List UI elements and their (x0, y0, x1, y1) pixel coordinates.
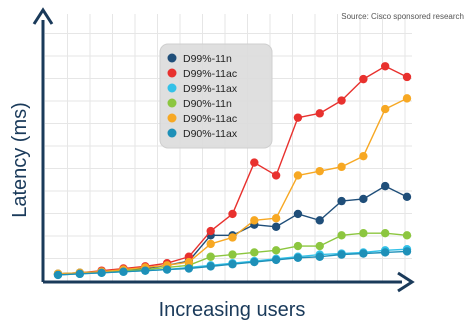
data-point-d99-11ac (250, 158, 259, 167)
data-point-d99-11ac (402, 72, 412, 82)
data-point-d90-11n (315, 241, 324, 251)
data-point-d99-11n (315, 216, 324, 225)
legend-label: D99%-11n (183, 53, 232, 65)
data-point-d99-11n (380, 181, 390, 191)
legend-marker (167, 113, 177, 123)
data-point-d90-11ax (271, 255, 281, 265)
series-d99-11ac (53, 62, 412, 279)
data-point-d90-11n (402, 231, 412, 240)
legend-marker (167, 68, 177, 78)
data-point-d90-11ax (315, 252, 324, 261)
y-axis-title: Latency (ms) (9, 102, 31, 218)
data-point-d90-11ax (206, 262, 215, 271)
data-point-d99-11ac (293, 113, 303, 122)
data-point-d90-11ax (184, 264, 194, 273)
data-point-d99-11ac (380, 62, 390, 71)
data-point-d90-11ac (337, 162, 346, 172)
data-point-d90-11ax (337, 250, 346, 259)
y-axis-arrow (32, 7, 54, 25)
data-point-d90-11ax (97, 268, 106, 277)
x-axis-arrow (397, 271, 415, 293)
data-point-d90-11n (271, 246, 281, 255)
data-point-d90-11ax (162, 265, 172, 274)
data-point-d90-11ax (53, 270, 63, 280)
data-point-d90-11ac (293, 171, 303, 180)
axes (32, 7, 415, 293)
data-point-d90-11ac (380, 104, 390, 114)
data-point-d99-11n (402, 192, 412, 202)
source-note: Source: Cisco sponsored research (341, 12, 464, 21)
legend-label: D99%-11ac (183, 68, 237, 80)
data-point-d90-11ax (359, 249, 368, 258)
data-point-d99-11ac (228, 209, 237, 219)
data-point-d90-11n (228, 250, 237, 259)
data-point-d90-11ax (250, 257, 259, 267)
data-point-d99-11ac (337, 96, 346, 105)
legend-marker (167, 128, 177, 138)
data-point-d90-11n (250, 248, 259, 257)
series-d90-11ax (53, 247, 412, 280)
legend-items: D99%-11n D99%-11ac D99%-11ax D90%-11n D90%-1… (167, 53, 238, 140)
data-point-d99-11ac (315, 109, 324, 118)
legend-marker (167, 83, 177, 93)
data-point-d90-11n (206, 252, 215, 261)
data-point-d90-11ax (119, 267, 128, 276)
data-point-d99-11ac (359, 74, 368, 84)
legend-marker (167, 53, 177, 63)
legend-marker (167, 98, 177, 108)
data-point-d90-11ac (402, 94, 412, 103)
data-point-d90-11ax (402, 247, 412, 256)
data-point-d90-11ax (380, 248, 390, 257)
series-layer (53, 62, 412, 280)
data-point-d90-11n (293, 241, 303, 251)
data-point-d90-11ax (228, 260, 237, 269)
data-point-d90-11ax (141, 266, 150, 275)
legend-label: D90%-11ax (183, 128, 238, 140)
data-point-d90-11ac (206, 239, 215, 249)
data-point-d90-11n (359, 229, 368, 238)
legend-label: D99%-11ax (183, 83, 238, 95)
data-point-d90-11ac (271, 214, 281, 223)
legend: D99%-11n D99%-11ac D99%-11ax D90%-11n D90%-1… (159, 43, 273, 149)
data-point-d90-11ax (293, 253, 303, 263)
data-point-d90-11ax (75, 269, 85, 279)
data-point-d99-11n (271, 222, 281, 231)
data-point-d99-11n (337, 196, 346, 206)
x-axis-title: Increasing users (159, 299, 306, 321)
data-point-d99-11n (359, 194, 368, 204)
data-point-d99-11ac (271, 171, 281, 180)
series-d90-11ac (53, 94, 412, 279)
legend-label: D90%-11n (183, 98, 232, 110)
legend-label: D90%-11ac (183, 113, 237, 125)
data-point-d90-11n (337, 231, 346, 240)
data-point-d90-11ac (250, 216, 259, 225)
legend-box (159, 43, 273, 149)
data-point-d99-11ac (206, 226, 215, 236)
data-point-d90-11n (380, 229, 390, 238)
data-point-d90-11ac (359, 151, 368, 161)
data-point-d90-11ac (228, 233, 237, 242)
data-point-d90-11ac (315, 166, 324, 176)
data-point-d90-11ac (184, 257, 194, 267)
data-point-d99-11n (293, 209, 303, 219)
